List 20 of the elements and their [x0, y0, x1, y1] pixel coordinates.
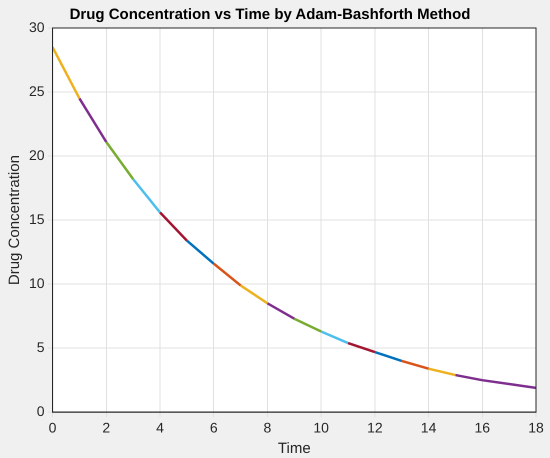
x-tick-label: 12 [367, 419, 383, 436]
x-tick-label: 6 [210, 419, 218, 436]
x-tick-label: 16 [474, 419, 490, 436]
y-tick-label: 20 [28, 146, 45, 163]
y-tick-label: 10 [28, 274, 45, 291]
y-axis-title: Drug Concentration [6, 155, 24, 286]
x-axis-title: Time [278, 440, 311, 458]
x-tick-label: 8 [264, 419, 272, 436]
x-tick-label: 10 [313, 419, 330, 436]
y-tick-label: 0 [36, 403, 45, 420]
x-tick-label: 2 [102, 419, 110, 436]
y-tick-label: 5 [36, 339, 45, 356]
y-tick-label: 15 [28, 210, 45, 227]
y-tick-label: 30 [28, 18, 45, 35]
y-tick-label: 25 [28, 82, 45, 99]
x-tick-label: 4 [156, 419, 164, 436]
x-tick-label: 18 [528, 419, 544, 436]
chart-title: Drug Concentration vs Time by Adam-Bashforth Method [70, 6, 470, 24]
x-tick-label: 0 [48, 419, 57, 436]
x-tick-label: 14 [420, 419, 437, 436]
